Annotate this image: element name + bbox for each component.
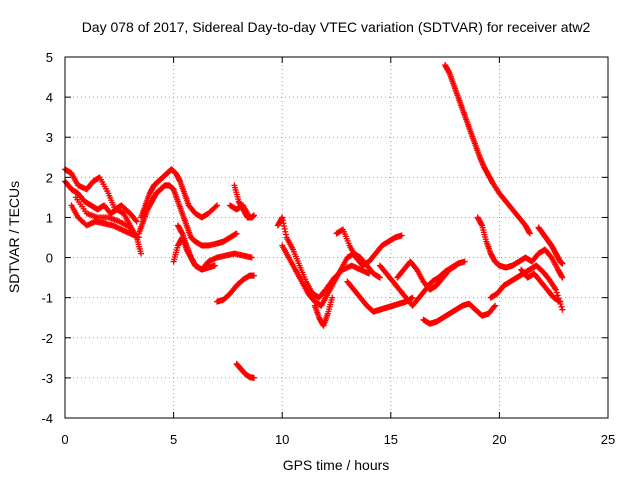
- data-point: [138, 250, 145, 257]
- x-tick-label: 5: [170, 432, 177, 447]
- data-point: [491, 303, 498, 310]
- data-point: [526, 230, 533, 237]
- series-track-n: [279, 242, 383, 309]
- y-tick-label: 0: [46, 251, 53, 266]
- series-track-p: [333, 226, 405, 269]
- x-axis: 0 5 10 15 20 25: [61, 57, 615, 447]
- data-point: [250, 272, 257, 279]
- data-point: [559, 306, 566, 313]
- series-track-e: [138, 166, 221, 221]
- data-point: [552, 286, 559, 293]
- x-tick-label: 15: [384, 432, 398, 447]
- data-point: [133, 218, 140, 225]
- x-tick-label: 10: [275, 432, 289, 447]
- series-track-o: [311, 294, 336, 329]
- y-tick-label: 2: [46, 170, 53, 185]
- series-track-x: [518, 266, 564, 305]
- series-track-t: [394, 258, 459, 293]
- series-track-m: [274, 214, 373, 301]
- data-point: [559, 274, 566, 281]
- plot-frame: [64, 56, 609, 419]
- series-track-i: [214, 272, 257, 305]
- data-point: [132, 217, 139, 224]
- series-track-l: [233, 360, 257, 381]
- series-track-f: [135, 182, 240, 249]
- series-track-s: [420, 300, 499, 327]
- series-track-b: [62, 178, 145, 257]
- series-track-k: [227, 202, 253, 221]
- data-point: [212, 203, 219, 210]
- data-point: [376, 274, 383, 281]
- series-track-y: [535, 224, 566, 267]
- data-point: [558, 303, 565, 310]
- y-tick-label: -4: [41, 411, 53, 426]
- x-tick-label: 0: [61, 432, 68, 447]
- series-track-h: [174, 222, 218, 273]
- data-point: [248, 254, 255, 261]
- data-point: [398, 232, 405, 239]
- y-axis: -4 -3 -2 -1 0 1 2 3 4 5: [41, 50, 608, 426]
- y-tick-label: -1: [41, 291, 53, 306]
- data-point: [553, 289, 560, 296]
- series-track-d: [72, 194, 134, 231]
- grid: [65, 57, 608, 418]
- x-tick-label: 25: [601, 432, 615, 447]
- data-point: [557, 298, 564, 305]
- y-tick-label: -2: [41, 331, 53, 346]
- x-tick-label: 20: [492, 432, 506, 447]
- x-axis-label: GPS time / hours: [283, 457, 390, 473]
- y-axis-label: SDTVAR / TECUs: [6, 181, 22, 293]
- series-track-v: [474, 214, 566, 281]
- data-point: [246, 214, 253, 221]
- y-tick-label: 3: [46, 130, 53, 145]
- data-point: [211, 262, 218, 269]
- data-points: [62, 62, 566, 381]
- y-tick-label: 5: [46, 50, 53, 65]
- data-point: [250, 212, 257, 219]
- data-point: [409, 294, 416, 301]
- data-point: [452, 262, 459, 269]
- data-point: [559, 260, 566, 267]
- y-tick-label: 4: [46, 90, 53, 105]
- y-tick-label: 1: [46, 210, 53, 225]
- data-point: [492, 302, 499, 309]
- data-point: [127, 224, 134, 231]
- chart-title: Day 078 of 2017, Sidereal Day-to-day VTE…: [82, 19, 591, 35]
- y-tick-label: -3: [41, 371, 53, 386]
- series-track-j: [231, 182, 257, 221]
- series-track-a: [62, 166, 140, 225]
- data-point: [214, 202, 221, 209]
- series-track-u: [442, 62, 533, 237]
- data-point: [461, 258, 468, 265]
- data-point: [233, 230, 240, 237]
- data-point: [250, 374, 257, 381]
- series-track-c: [68, 202, 142, 241]
- data-point: [329, 294, 336, 301]
